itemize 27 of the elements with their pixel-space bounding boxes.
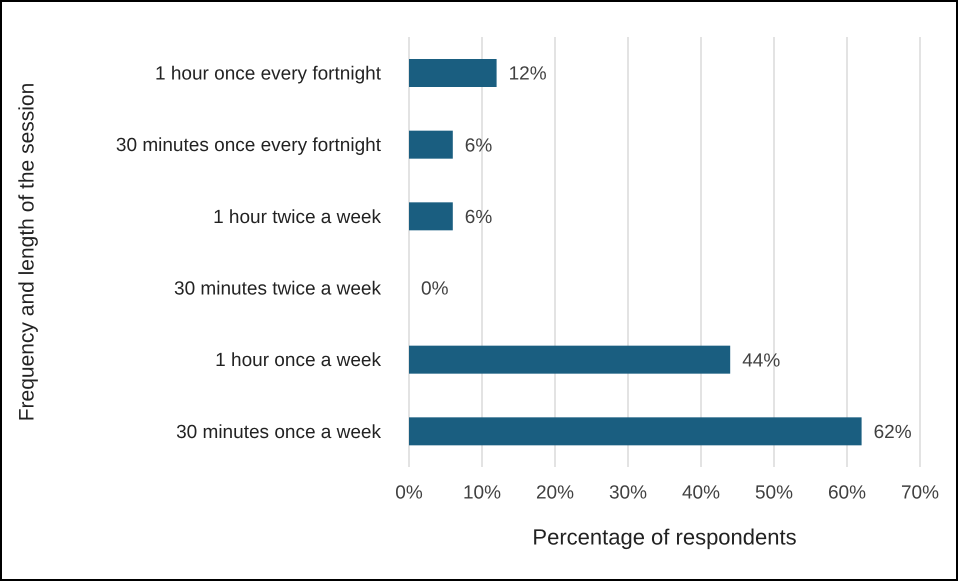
bar xyxy=(409,417,862,446)
x-axis-title: Percentage of respondents xyxy=(532,524,797,550)
x-tick-label: 50% xyxy=(754,482,794,504)
x-tick-label: 10% xyxy=(462,482,502,504)
data-label: 0% xyxy=(421,278,449,300)
x-tick-label: 20% xyxy=(536,482,574,504)
x-tick-label: 30% xyxy=(608,482,648,504)
y-tick-label: 30 minutes once every fortnight xyxy=(116,135,382,156)
data-label: 6% xyxy=(464,206,492,228)
x-tick-label: 70% xyxy=(900,482,940,504)
x-tick-label: 0% xyxy=(395,482,423,504)
bar xyxy=(409,59,497,87)
y-axis-title: Frequency and length of the session xyxy=(15,82,38,422)
data-label: 6% xyxy=(464,135,492,156)
x-tick-label: 40% xyxy=(682,482,720,504)
y-tick-label: 1 hour twice a week xyxy=(213,206,382,228)
y-tick-label: 1 hour once a week xyxy=(215,350,382,372)
data-label: 12% xyxy=(508,64,547,85)
y-tick-label: 30 minutes twice a week xyxy=(174,278,382,300)
x-tick-label: 60% xyxy=(828,482,866,504)
y-tick-label: 30 minutes once a week xyxy=(176,422,382,443)
bar xyxy=(409,202,453,230)
data-label: 62% xyxy=(874,422,912,443)
data-label: 44% xyxy=(742,350,780,372)
y-tick-label: 1 hour once every fortnight xyxy=(154,64,382,85)
bar xyxy=(409,130,453,159)
bar xyxy=(409,346,730,374)
